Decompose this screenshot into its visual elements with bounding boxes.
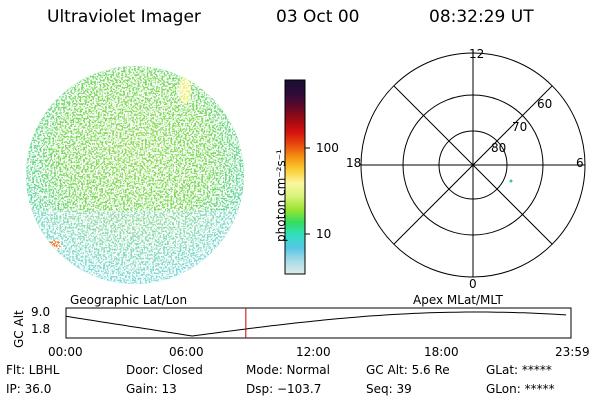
mlt-label-right: 6 — [576, 156, 584, 170]
lat-label-80: 80 — [491, 141, 507, 155]
timeline-xtick-4: 23:59 — [555, 345, 590, 359]
timeline-xtick-3: 18:00 — [424, 345, 459, 359]
footer-gain: Gain: 13 — [126, 382, 177, 396]
colorbar-tick-100: 100 — [316, 141, 339, 155]
colorbar-tick-10: 10 — [316, 227, 332, 241]
timeline-ytick-bottom: 1.8 — [31, 322, 51, 336]
timeline-right-title: Apex MLat/MLT — [413, 293, 503, 307]
footer-ip: IP: 36.0 — [6, 382, 52, 396]
footer-gc-alt: GC Alt: 5.6 Re — [366, 363, 450, 377]
footer-seq: Seq: 39 — [366, 382, 412, 396]
mlt-label-bottom: 0 — [469, 277, 477, 291]
timeline-xtick-1: 06:00 — [169, 345, 204, 359]
mlt-label-top: 12 — [469, 47, 485, 61]
observation-date: 03 Oct 00 — [276, 7, 360, 27]
color-bar — [284, 79, 310, 275]
timeline-xtick-0: 00:00 — [48, 345, 83, 359]
altitude-timeline — [65, 307, 572, 339]
polar-data-point — [509, 179, 513, 183]
mlt-label-left: 18 — [346, 156, 362, 170]
footer-door: Door: Closed — [126, 363, 203, 377]
footer-glon: GLon: ***** — [486, 382, 555, 396]
timeline-xtick-2: 12:00 — [296, 345, 331, 359]
footer-dsp: Dsp: −103.7 — [246, 382, 322, 396]
footer-filter: Flt: LBHL — [6, 363, 60, 377]
observation-time: 08:32:29 UT — [429, 7, 534, 27]
auroral-image — [26, 66, 244, 284]
polar-mlt-plot — [360, 52, 586, 278]
timeline-left-title: Geographic Lat/Lon — [70, 293, 188, 307]
colorbar-unit-label: photon cm⁻²s⁻¹ — [274, 149, 288, 242]
footer-mode: Mode: Normal — [246, 363, 330, 377]
lat-label-60: 60 — [537, 97, 553, 111]
instrument-title: Ultraviolet Imager — [47, 7, 201, 27]
timeline-ytick-top: 9.0 — [31, 305, 51, 319]
altitude-curve — [65, 311, 567, 337]
lat-label-70: 70 — [512, 120, 528, 134]
footer-glat: GLat: ***** — [486, 363, 552, 377]
